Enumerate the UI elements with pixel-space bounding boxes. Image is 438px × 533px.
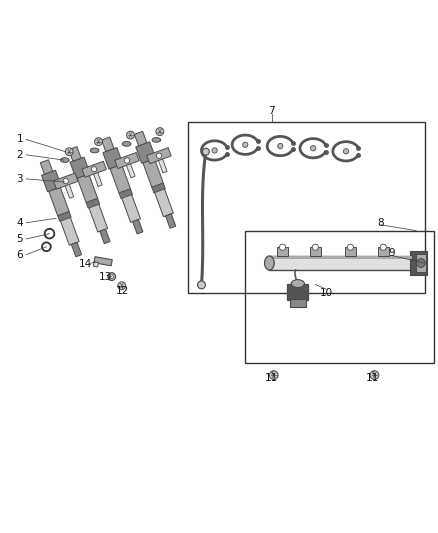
Text: 6: 6 (16, 249, 23, 260)
Bar (59, 212, 79, 245)
Circle shape (108, 273, 116, 280)
Circle shape (156, 153, 162, 158)
Bar (120, 189, 141, 222)
Bar (287, 284, 308, 300)
Text: 3: 3 (16, 174, 23, 184)
Circle shape (124, 158, 130, 163)
Ellipse shape (291, 280, 304, 287)
Circle shape (417, 259, 425, 268)
Bar (86, 198, 100, 208)
Bar (40, 160, 53, 174)
Circle shape (127, 131, 134, 139)
Bar (92, 168, 102, 187)
Bar (64, 180, 74, 198)
Ellipse shape (122, 141, 131, 146)
Text: 5: 5 (16, 234, 23, 244)
Bar (152, 183, 166, 193)
Bar (125, 160, 135, 177)
Bar (153, 184, 173, 217)
Bar (87, 199, 108, 232)
Bar (94, 257, 112, 266)
Bar (136, 142, 155, 163)
Bar (119, 189, 133, 199)
Circle shape (45, 229, 54, 238)
Circle shape (65, 148, 73, 156)
Circle shape (156, 128, 164, 135)
Bar (410, 251, 427, 275)
Bar (69, 147, 81, 161)
Bar (245, 231, 434, 363)
Bar (102, 137, 114, 151)
Circle shape (380, 244, 386, 251)
Text: 13: 13 (99, 272, 112, 282)
Text: 11: 11 (366, 373, 379, 383)
Text: 8: 8 (378, 217, 385, 228)
Bar (110, 164, 131, 193)
Bar (115, 152, 139, 168)
Bar (70, 157, 90, 179)
Bar (310, 247, 321, 256)
Text: 9: 9 (389, 248, 396, 259)
Circle shape (278, 143, 283, 149)
Circle shape (279, 244, 286, 251)
Bar (134, 131, 147, 146)
Bar (269, 256, 412, 270)
Ellipse shape (60, 158, 69, 163)
Circle shape (343, 149, 349, 154)
Bar (290, 300, 306, 307)
Bar (157, 155, 167, 173)
Bar (58, 212, 71, 221)
Text: 14: 14 (79, 260, 92, 269)
Bar (42, 170, 61, 192)
Circle shape (92, 167, 97, 172)
Circle shape (118, 282, 126, 290)
Bar (147, 148, 171, 164)
Bar (82, 161, 106, 177)
Circle shape (110, 275, 113, 278)
Bar (378, 247, 389, 256)
Bar (49, 187, 69, 216)
Bar (345, 247, 356, 256)
Circle shape (212, 148, 217, 153)
Circle shape (63, 179, 68, 184)
Bar (103, 148, 123, 169)
Text: 12: 12 (116, 286, 129, 296)
Bar (93, 262, 99, 267)
Bar (71, 243, 81, 257)
Circle shape (370, 371, 379, 379)
Circle shape (312, 244, 318, 251)
Ellipse shape (265, 256, 274, 270)
Bar (188, 122, 425, 293)
Text: 4: 4 (16, 217, 23, 228)
Ellipse shape (152, 138, 161, 142)
Bar (166, 214, 176, 228)
Text: 11: 11 (265, 373, 278, 383)
Circle shape (311, 146, 316, 151)
Bar (77, 174, 98, 203)
Text: 7: 7 (268, 106, 275, 116)
Bar (53, 173, 78, 189)
Circle shape (269, 371, 278, 379)
Bar (269, 256, 412, 259)
Circle shape (243, 142, 248, 147)
Circle shape (202, 148, 209, 155)
Ellipse shape (90, 148, 99, 153)
Bar (277, 247, 288, 256)
Circle shape (347, 244, 353, 251)
Circle shape (42, 243, 51, 251)
Text: 10: 10 (320, 288, 333, 298)
Circle shape (95, 138, 102, 146)
Circle shape (198, 281, 205, 289)
Text: 1: 1 (16, 134, 23, 144)
Bar (133, 220, 143, 234)
Text: 2: 2 (16, 150, 23, 160)
Bar (100, 229, 110, 244)
Bar (143, 159, 163, 188)
Bar (416, 254, 426, 272)
